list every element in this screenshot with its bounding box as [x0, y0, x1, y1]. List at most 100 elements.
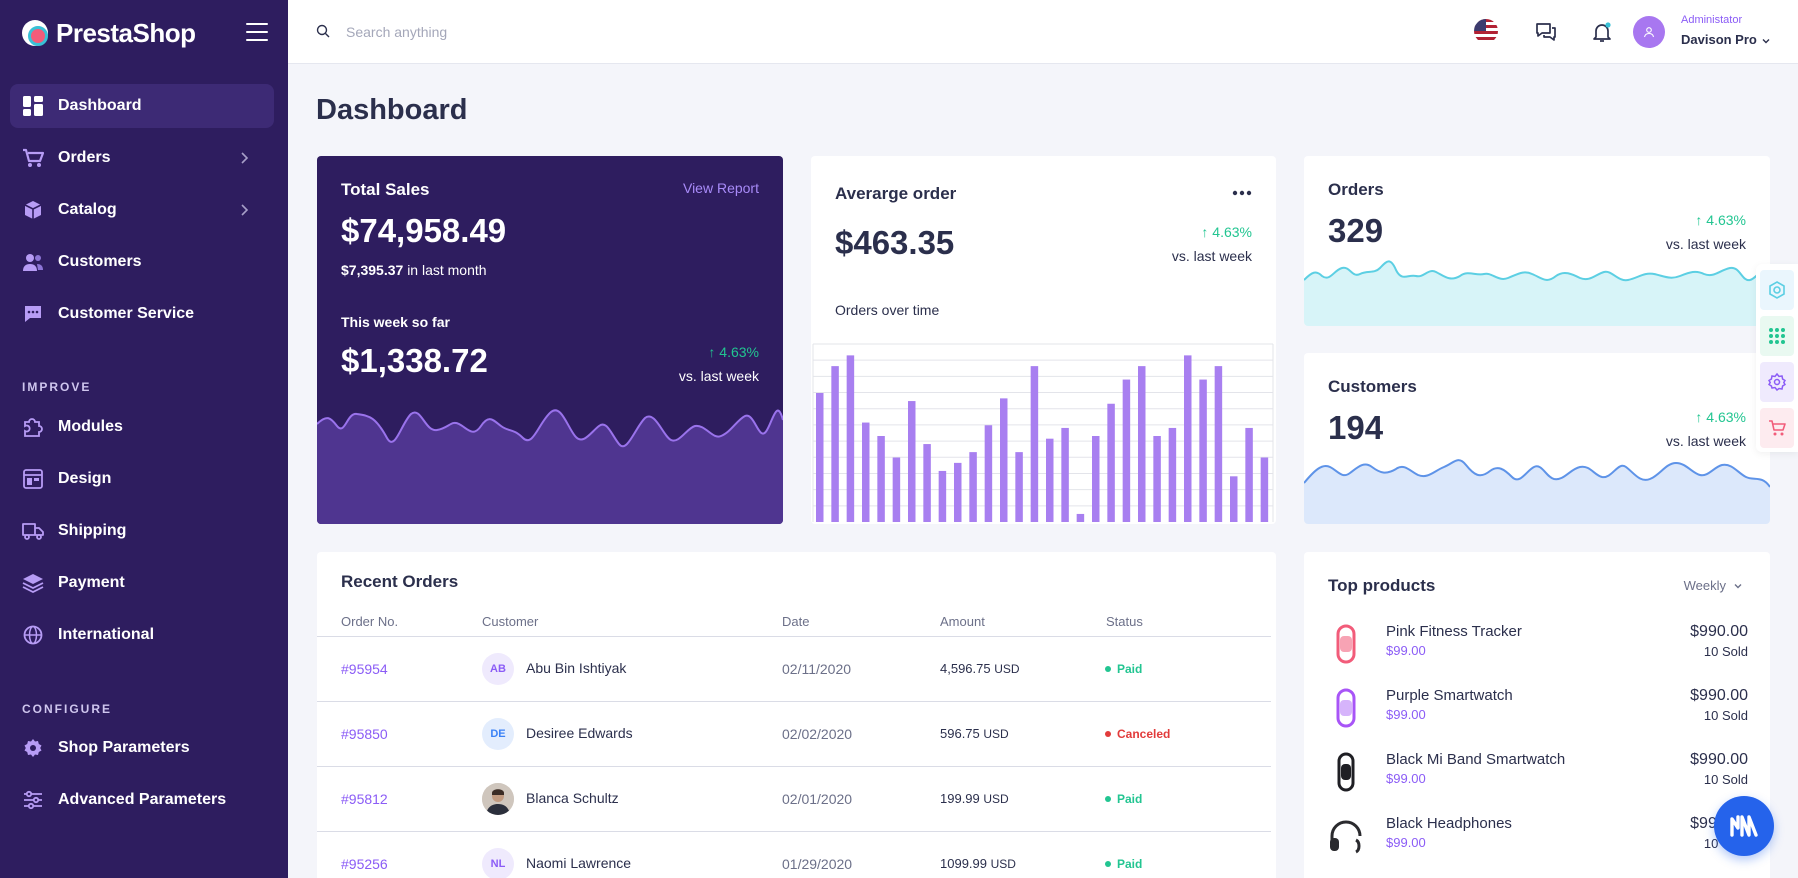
- truck-icon: [22, 520, 44, 542]
- chart-bar[interactable]: [1000, 398, 1008, 522]
- chart-bar[interactable]: [1046, 438, 1054, 522]
- sidebar-item-customer-service[interactable]: Customer Service: [10, 292, 274, 336]
- messages-icon[interactable]: [1534, 20, 1558, 44]
- chevron-down-icon[interactable]: [1760, 35, 1772, 47]
- rail-button-grid[interactable]: [1760, 316, 1794, 356]
- last-month-amount: $7,395.37: [341, 262, 404, 278]
- order-number-link[interactable]: #95850: [341, 726, 388, 742]
- change-value: ↑ 4.63%: [708, 344, 759, 360]
- chart-bar[interactable]: [1260, 457, 1269, 523]
- chart-bar[interactable]: [1061, 427, 1069, 522]
- chart-bar[interactable]: [1015, 452, 1023, 522]
- sidebar-item-catalog[interactable]: Catalog: [10, 188, 274, 232]
- table-row[interactable]: #95256 NL Naomi Lawrence 01/29/2020 1099…: [317, 831, 1271, 878]
- total-sales-title: Total Sales: [341, 180, 430, 199]
- chart-bar[interactable]: [1107, 403, 1115, 522]
- chart-bar[interactable]: [877, 436, 885, 522]
- sidebar-item-label: Payment: [58, 574, 125, 591]
- customers-sparkline: [1304, 459, 1770, 524]
- customers-value: 194: [1328, 409, 1384, 446]
- sidebar-item-payment[interactable]: Payment: [10, 561, 274, 605]
- chart-bar[interactable]: [1245, 427, 1253, 522]
- chart-bar[interactable]: [1030, 366, 1039, 522]
- orders-over-time-chart: [812, 343, 1274, 523]
- bell-icon[interactable]: [1590, 20, 1614, 44]
- chart-bar[interactable]: [1153, 436, 1161, 522]
- sidebar-item-shop-parameters[interactable]: Shop Parameters: [10, 726, 274, 770]
- product-price: $99.00: [1386, 643, 1426, 658]
- table-row[interactable]: #95850 DE Desiree Edwards 02/02/2020 596…: [317, 701, 1271, 766]
- sidebar-item-dashboard[interactable]: Dashboard: [10, 84, 274, 128]
- product-price: $99.00: [1386, 771, 1426, 786]
- period-select[interactable]: Weekly: [1684, 578, 1744, 593]
- chart-bar[interactable]: [816, 393, 824, 522]
- list-item[interactable]: Purple Smartwatch $99.00 $990.00 10 Sold: [1304, 680, 1770, 744]
- page-title: Dashboard: [316, 94, 468, 126]
- last-month-summary: $7,395.37 in last month: [341, 262, 487, 278]
- chart-bar[interactable]: [1168, 427, 1177, 522]
- recent-orders-card: Recent Orders Order No. Customer Date Am…: [317, 552, 1276, 878]
- sidebar-item-label: Customer Service: [58, 305, 195, 322]
- user-name[interactable]: Davison Pro: [1681, 32, 1757, 47]
- chart-bar[interactable]: [846, 355, 855, 522]
- chart-bar[interactable]: [908, 401, 916, 522]
- product-total: $990.00: [1690, 751, 1748, 768]
- sidebar-item-label: Shop Parameters: [58, 739, 190, 756]
- more-options-icon[interactable]: [1232, 190, 1252, 196]
- order-number-link[interactable]: #95954: [341, 661, 388, 677]
- hexagon-icon: [1769, 281, 1785, 299]
- chart-bar[interactable]: [923, 444, 931, 522]
- chart-bar[interactable]: [1230, 476, 1238, 522]
- chart-bar[interactable]: [969, 452, 977, 522]
- product-sold: 10 Sold: [1703, 644, 1748, 659]
- view-report-link[interactable]: View Report: [682, 180, 759, 196]
- sidebar-item-customers[interactable]: Customers: [10, 240, 274, 284]
- sidebar-item-advanced-parameters[interactable]: Advanced Parameters: [10, 778, 274, 822]
- list-item[interactable]: Black Headphones $99.00 $990.00 10 Sold: [1304, 808, 1770, 872]
- box-icon: [22, 199, 44, 221]
- chart-bar[interactable]: [938, 470, 947, 522]
- user-avatar[interactable]: [1633, 16, 1665, 48]
- customer-name: Naomi Lawrence: [526, 855, 632, 871]
- chart-bar[interactable]: [1076, 513, 1085, 522]
- chart-bar[interactable]: [1184, 355, 1192, 522]
- chart-bar[interactable]: [984, 425, 993, 522]
- order-date: 02/11/2020: [782, 661, 852, 677]
- chart-bar[interactable]: [1122, 379, 1131, 522]
- sidebar-item-orders[interactable]: Orders: [10, 136, 274, 180]
- chart-bar[interactable]: [1092, 436, 1100, 522]
- table-row[interactable]: #95812 Blanca Schultz 02/01/2020 199.99 …: [317, 766, 1271, 831]
- sidebar-item-modules[interactable]: Modules: [10, 405, 274, 449]
- us-flag-icon[interactable]: [1474, 19, 1498, 43]
- list-item[interactable]: Pink Fitness Tracker $99.00 $990.00 10 S…: [1304, 616, 1770, 680]
- sidebar-item-international[interactable]: International: [10, 613, 274, 657]
- topbar: Administator Davison Pro: [288, 0, 1798, 64]
- chat-widget-button[interactable]: [1714, 796, 1774, 856]
- rail-button-cart[interactable]: [1760, 408, 1794, 448]
- menu-toggle-button[interactable]: [246, 23, 268, 41]
- chart-bar[interactable]: [1138, 366, 1146, 522]
- rail-button-settings[interactable]: [1760, 362, 1794, 402]
- average-order-change: ↑ 4.63% vs. last week: [1172, 224, 1252, 264]
- smartwatch-icon: [1336, 688, 1356, 728]
- table-row[interactable]: #95954 AB Abu Bin Ishtiyak 02/11/2020 4,…: [317, 636, 1271, 701]
- orders-value: 329: [1328, 212, 1384, 249]
- chart-bar[interactable]: [831, 366, 839, 522]
- brand-logo[interactable]: PrestaShop: [22, 18, 196, 48]
- sidebar-item-shipping[interactable]: Shipping: [10, 509, 274, 553]
- chart-bar[interactable]: [892, 457, 901, 523]
- chart-bar[interactable]: [1199, 379, 1207, 522]
- chart-bar[interactable]: [1214, 366, 1223, 522]
- search-input[interactable]: [346, 18, 746, 46]
- average-order-card: Averarge order $463.35 ↑ 4.63% vs. last …: [811, 156, 1276, 524]
- customers-card: Customers 194 ↑ 4.63% vs. last week: [1304, 353, 1770, 524]
- list-item[interactable]: Black Mi Band Smartwatch $99.00 $990.00 …: [1304, 744, 1770, 808]
- rail-button-hexagon[interactable]: [1760, 270, 1794, 310]
- week-label: This week so far: [341, 314, 450, 330]
- order-number-link[interactable]: #95256: [341, 856, 388, 872]
- chart-bar[interactable]: [862, 422, 870, 522]
- order-number-link[interactable]: #95812: [341, 791, 388, 807]
- sidebar-item-design[interactable]: Design: [10, 457, 274, 501]
- chart-bar[interactable]: [954, 462, 962, 522]
- cart-icon: [1769, 420, 1786, 436]
